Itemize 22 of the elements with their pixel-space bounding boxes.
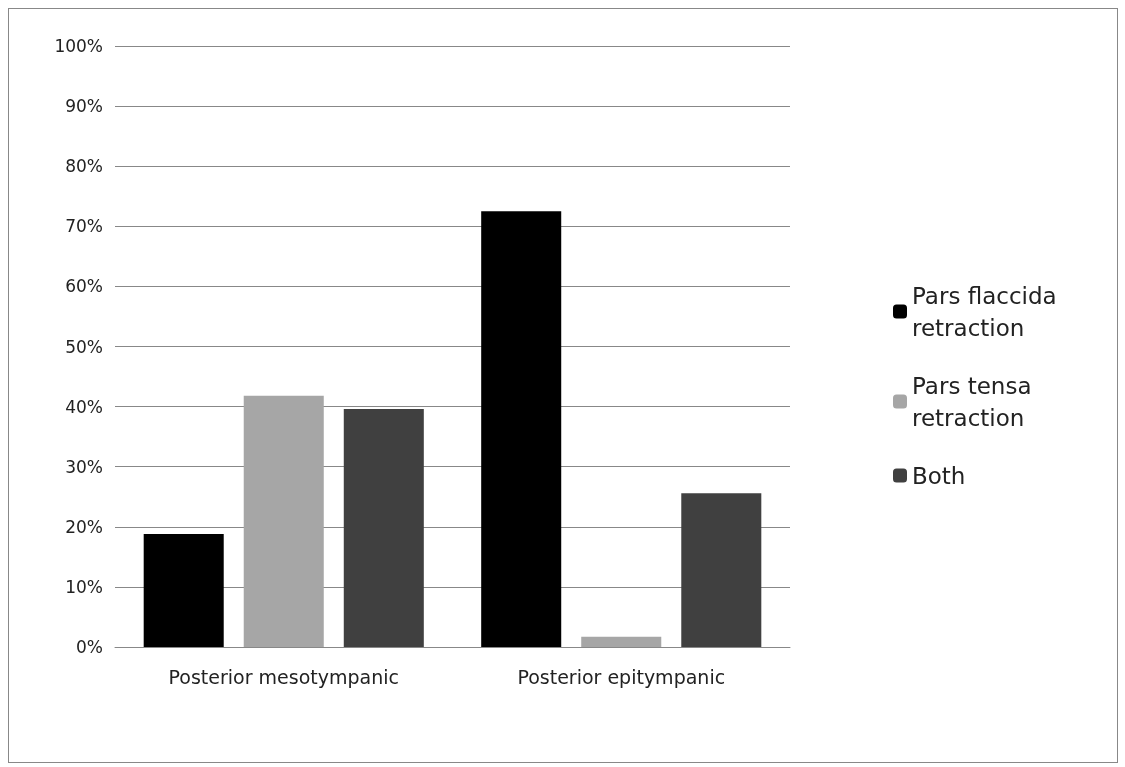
x-tick-label: Posterior epitympanic (517, 665, 726, 688)
y-tick-label: 70% (65, 216, 103, 237)
y-tick-label: 90% (65, 96, 103, 117)
bar (481, 211, 562, 647)
legend-label: Pars tensa retraction (912, 372, 1039, 431)
bar (243, 395, 324, 647)
bar (581, 636, 662, 647)
y-tick-label: 50% (65, 336, 103, 357)
y-tick-label: 100% (54, 36, 103, 56)
y-tick-label: 20% (65, 516, 103, 537)
bar (681, 493, 762, 647)
y-tick-label: 60% (65, 276, 103, 297)
legend-label: Both (912, 462, 966, 489)
y-tick-label: 40% (65, 396, 103, 417)
bar (343, 409, 424, 647)
y-tick-label: 30% (65, 456, 103, 477)
x-tick-label: Posterior mesotympanic (168, 665, 399, 688)
y-tick-label: 0% (76, 637, 103, 657)
bar (143, 534, 224, 647)
legend-label: Pars flaccida retraction (912, 282, 1064, 341)
y-tick-label: 80% (65, 156, 103, 177)
y-tick-label: 10% (65, 576, 103, 597)
